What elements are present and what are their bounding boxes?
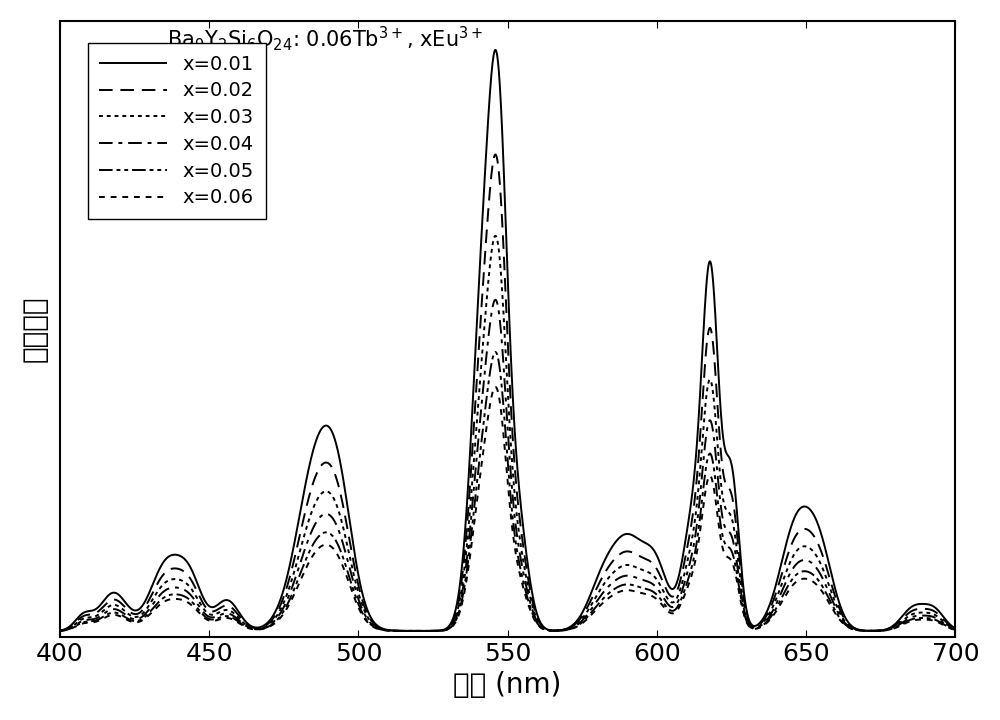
x=0.06 (156, 598, 168, 607)
x=0.01 (416, 626, 428, 635)
x=0.05 (949, 626, 961, 634)
X-axis label: 波长 (nm): 波长 (nm) (453, 671, 562, 699)
x=0.04 (397, 626, 409, 635)
x=0.06 (397, 626, 409, 635)
x=0.03 (490, 232, 502, 240)
x=0.03 (949, 625, 961, 634)
x=0.01 (156, 560, 168, 569)
x=0.05 (436, 626, 448, 635)
x=0.01 (397, 626, 409, 635)
x=0.04 (209, 613, 221, 621)
x=0.03 (209, 610, 221, 618)
x=0.04 (54, 626, 66, 635)
x=0.05 (209, 615, 221, 624)
x=0.01 (490, 45, 502, 54)
x=0.06 (416, 626, 428, 635)
x=0.04 (156, 589, 168, 598)
x=0.02 (156, 572, 168, 580)
x=0.06 (490, 382, 502, 391)
x=0.03 (932, 613, 944, 621)
x=0.01 (836, 606, 848, 614)
Text: Ba$_9$Y$_2$Si$_6$O$_{24}$: 0.06Tb$^{3+}$, xEu$^{3+}$: Ba$_9$Y$_2$Si$_6$O$_{24}$: 0.06Tb$^{3+}$… (167, 24, 484, 53)
x=0.01 (209, 602, 221, 611)
x=0.04 (436, 626, 448, 635)
x=0.06 (209, 616, 221, 625)
x=0.04 (836, 615, 848, 624)
x=0.05 (156, 595, 168, 603)
x=0.06 (949, 626, 961, 634)
x=0.02 (436, 626, 448, 634)
x=0.04 (949, 625, 961, 634)
x=0.03 (436, 626, 448, 635)
x=0.05 (490, 348, 502, 356)
x=0.01 (932, 606, 944, 615)
x=0.02 (209, 606, 221, 615)
x=0.04 (932, 615, 944, 624)
Line: x=0.04: x=0.04 (60, 300, 955, 631)
x=0.02 (397, 626, 409, 635)
x=0.03 (836, 613, 848, 621)
x=0.01 (949, 624, 961, 633)
Y-axis label: 相对强度: 相对强度 (21, 295, 49, 362)
x=0.02 (949, 624, 961, 633)
x=0.02 (54, 626, 66, 635)
x=0.05 (54, 626, 66, 635)
Line: x=0.03: x=0.03 (60, 236, 955, 631)
Line: x=0.05: x=0.05 (60, 352, 955, 631)
x=0.06 (932, 618, 944, 626)
Line: x=0.01: x=0.01 (60, 50, 955, 631)
Line: x=0.02: x=0.02 (60, 155, 955, 631)
x=0.05 (836, 616, 848, 625)
x=0.05 (932, 617, 944, 626)
x=0.06 (54, 626, 66, 635)
x=0.06 (436, 626, 448, 635)
x=0.02 (490, 150, 502, 159)
x=0.02 (932, 610, 944, 618)
x=0.02 (836, 610, 848, 618)
x=0.03 (416, 626, 428, 635)
x=0.05 (416, 626, 428, 635)
x=0.03 (397, 626, 409, 635)
x=0.03 (54, 626, 66, 635)
x=0.04 (416, 626, 428, 635)
x=0.01 (54, 626, 66, 635)
x=0.01 (436, 626, 448, 634)
x=0.02 (416, 626, 428, 635)
x=0.04 (490, 295, 502, 304)
Legend: x=0.01, x=0.02, x=0.03, x=0.04, x=0.05, x=0.06: x=0.01, x=0.02, x=0.03, x=0.04, x=0.05, … (88, 43, 266, 219)
Line: x=0.06: x=0.06 (60, 387, 955, 631)
x=0.03 (156, 581, 168, 590)
x=0.05 (397, 626, 409, 635)
x=0.06 (836, 618, 848, 626)
